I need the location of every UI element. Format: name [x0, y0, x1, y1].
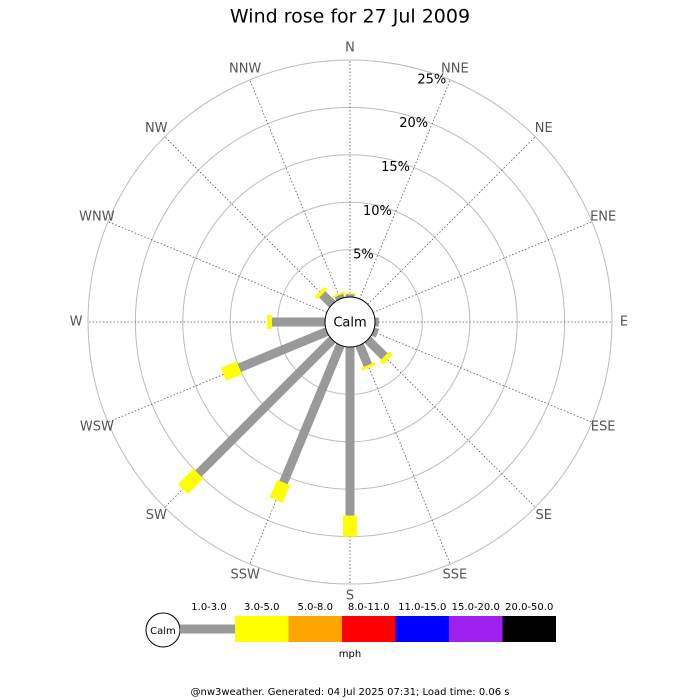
spoke: [359, 344, 451, 565]
r-tick-label: 15%: [381, 160, 410, 175]
direction-label: NNW: [229, 61, 261, 76]
grid-ring: [87, 59, 613, 585]
r-tick-label: 5%: [353, 248, 374, 263]
direction-label: E: [620, 315, 628, 330]
bar-segment: [361, 362, 376, 371]
direction-label: SSW: [230, 568, 260, 583]
bar-segment: [195, 336, 336, 477]
direction-label: NNE: [441, 61, 469, 76]
legend-label: 5.0-8.0: [298, 602, 333, 613]
legend-label: 20.0-50.0: [505, 602, 553, 613]
direction-label: NE: [535, 121, 553, 136]
bar-segment: [364, 336, 388, 360]
legend-swatch: [342, 616, 396, 642]
legend-label: 15.0-20.0: [452, 602, 500, 613]
legend-label: 3.0-5.0: [244, 602, 279, 613]
chart-title: Wind rose for 27 Jul 2009: [230, 6, 470, 28]
spoke: [367, 339, 536, 508]
r-tick-label: 10%: [363, 204, 392, 219]
bar-segment: [177, 468, 204, 495]
spoke: [359, 79, 451, 300]
bar-segment: [237, 327, 329, 373]
spoke: [107, 221, 328, 313]
direction-label: ENE: [590, 210, 616, 225]
bar-segment: [269, 479, 290, 503]
bar-segment: [319, 291, 336, 308]
calm-label: Calm: [333, 316, 366, 331]
legend-swatch: [288, 616, 342, 642]
bar-segment: [379, 351, 393, 365]
direction-label: WNW: [79, 210, 115, 225]
direction-label: WSW: [80, 419, 114, 434]
r-tick-label: 25%: [417, 72, 446, 87]
legend-label: 11.0-15.0: [398, 602, 446, 613]
bar-segment: [331, 290, 346, 299]
direction-label: NW: [145, 121, 168, 136]
spoke: [367, 136, 536, 305]
spoke: [249, 79, 341, 300]
legend-label: 8.0-11.0: [348, 602, 390, 613]
bar-segment: [334, 293, 345, 301]
footer: @nw3weather. Generated: 04 Jul 2025 07:3…: [190, 687, 509, 698]
bar-segment: [314, 286, 328, 300]
legend-swatch: [235, 616, 289, 642]
direction-label: ESE: [591, 419, 616, 434]
bar-segment: [220, 361, 242, 381]
direction-label: N: [345, 41, 355, 56]
direction-label: SE: [536, 508, 552, 523]
direction-label: S: [346, 589, 354, 604]
legend-swatch: [502, 616, 556, 642]
bar-segment: [371, 327, 380, 338]
calm-circle: [324, 296, 376, 348]
direction-label: SW: [146, 508, 167, 523]
legend-calm-label: Calm: [150, 626, 176, 637]
unit-label: mph: [339, 649, 361, 660]
direction-label: SSE: [442, 568, 467, 583]
r-tick-label: 20%: [399, 116, 428, 131]
spoke: [164, 136, 333, 305]
direction-label: W: [70, 315, 83, 330]
bar-segment: [279, 343, 345, 485]
bar-segment: [355, 343, 373, 367]
legend-swatch: [449, 616, 503, 642]
legend-label: 1.0-3.0: [191, 602, 226, 613]
spoke: [372, 331, 593, 423]
spoke: [372, 221, 593, 313]
legend-swatch: [395, 616, 449, 642]
